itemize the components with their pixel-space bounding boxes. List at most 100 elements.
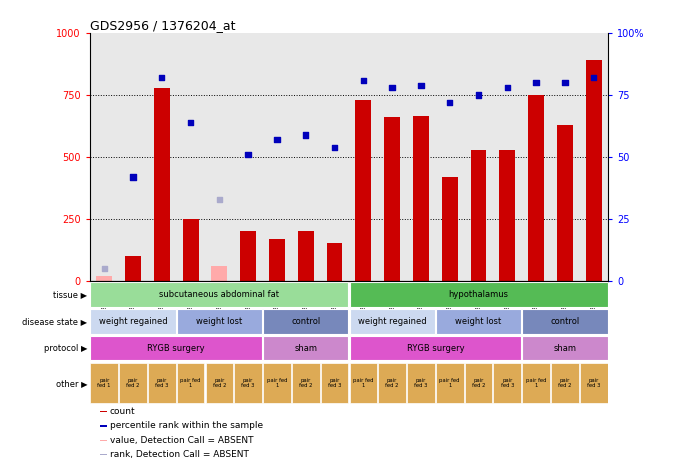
Bar: [263, 336, 348, 360]
Point: [415, 82, 426, 89]
Point: [156, 74, 167, 82]
Bar: [263, 363, 291, 403]
Text: sham: sham: [294, 344, 317, 353]
Point: [127, 173, 138, 181]
Point: [272, 136, 283, 144]
Text: pair
fed 3: pair fed 3: [155, 378, 169, 389]
Point: [502, 84, 513, 91]
Bar: [269, 239, 285, 281]
Text: weight lost: weight lost: [455, 317, 502, 326]
Bar: [436, 310, 521, 334]
Bar: [350, 363, 377, 403]
Text: pair
fed 2: pair fed 2: [213, 378, 226, 389]
Point: [243, 151, 254, 158]
Bar: [96, 276, 112, 281]
Bar: [91, 336, 262, 360]
Bar: [471, 150, 486, 281]
Text: pair
fed 2: pair fed 2: [299, 378, 312, 389]
Bar: [580, 363, 607, 403]
Text: control: control: [550, 317, 580, 326]
Bar: [464, 363, 492, 403]
Text: weight regained: weight regained: [99, 317, 167, 326]
Point: [99, 265, 110, 273]
Point: [185, 118, 196, 126]
Text: rank, Detection Call = ABSENT: rank, Detection Call = ABSENT: [109, 450, 248, 459]
Point: [386, 84, 397, 91]
Text: pair
fed 2: pair fed 2: [126, 378, 140, 389]
Bar: [557, 125, 573, 281]
Text: percentile rank within the sample: percentile rank within the sample: [109, 421, 263, 430]
Bar: [350, 310, 435, 334]
Text: protocol ▶: protocol ▶: [44, 344, 87, 353]
Bar: [182, 219, 198, 281]
Bar: [493, 363, 521, 403]
Bar: [91, 310, 176, 334]
Point: [559, 79, 570, 87]
Text: pair
fed 1: pair fed 1: [97, 378, 111, 389]
Bar: [177, 363, 205, 403]
Text: pair
fed 3: pair fed 3: [328, 378, 341, 389]
Bar: [211, 266, 227, 281]
Bar: [355, 100, 371, 281]
Bar: [586, 61, 602, 281]
Point: [329, 144, 340, 151]
Bar: [522, 336, 607, 360]
Text: weight lost: weight lost: [196, 317, 243, 326]
Text: pair
fed 3: pair fed 3: [414, 378, 428, 389]
Point: [531, 79, 542, 87]
Text: other ▶: other ▶: [55, 379, 87, 388]
Point: [214, 195, 225, 203]
Bar: [100, 411, 106, 412]
Bar: [522, 310, 607, 334]
Bar: [206, 363, 233, 403]
Bar: [413, 116, 429, 281]
Bar: [177, 310, 262, 334]
Text: pair
fed 3: pair fed 3: [500, 378, 514, 389]
Text: pair fed
1: pair fed 1: [526, 378, 547, 389]
Bar: [234, 363, 262, 403]
Text: tissue ▶: tissue ▶: [53, 290, 87, 299]
Bar: [500, 150, 515, 281]
Text: weight regained: weight regained: [358, 317, 426, 326]
Text: hypothalamus: hypothalamus: [448, 290, 509, 299]
Bar: [292, 363, 319, 403]
Text: pair fed
1: pair fed 1: [439, 378, 460, 389]
Bar: [442, 177, 457, 281]
Text: pair fed
1: pair fed 1: [267, 378, 287, 389]
Point: [588, 74, 599, 82]
Text: pair
fed 2: pair fed 2: [558, 378, 571, 389]
Bar: [154, 88, 170, 281]
Text: pair
fed 3: pair fed 3: [241, 378, 255, 389]
Bar: [350, 336, 521, 360]
Bar: [91, 363, 118, 403]
Text: control: control: [291, 317, 321, 326]
Bar: [528, 95, 544, 281]
Bar: [378, 363, 406, 403]
Text: pair
fed 2: pair fed 2: [472, 378, 485, 389]
Bar: [551, 363, 578, 403]
Bar: [384, 118, 400, 281]
Text: count: count: [109, 407, 135, 416]
Point: [358, 76, 369, 84]
Text: subcutaneous abdominal fat: subcutaneous abdominal fat: [160, 290, 279, 299]
Text: value, Detection Call = ABSENT: value, Detection Call = ABSENT: [109, 436, 253, 445]
Bar: [91, 283, 348, 307]
Bar: [436, 363, 464, 403]
Point: [444, 99, 455, 106]
Bar: [119, 363, 146, 403]
Bar: [100, 455, 106, 456]
Point: [473, 91, 484, 99]
Bar: [350, 283, 607, 307]
Bar: [100, 440, 106, 441]
Bar: [100, 426, 106, 427]
Bar: [125, 256, 141, 281]
Text: disease state ▶: disease state ▶: [22, 317, 87, 326]
Text: pair fed
1: pair fed 1: [353, 378, 374, 389]
Text: pair fed
1: pair fed 1: [180, 378, 201, 389]
Text: sham: sham: [553, 344, 576, 353]
Bar: [240, 231, 256, 281]
Bar: [321, 363, 348, 403]
Bar: [407, 363, 435, 403]
Text: RYGB surgery: RYGB surgery: [147, 344, 205, 353]
Text: pair
fed 2: pair fed 2: [386, 378, 399, 389]
